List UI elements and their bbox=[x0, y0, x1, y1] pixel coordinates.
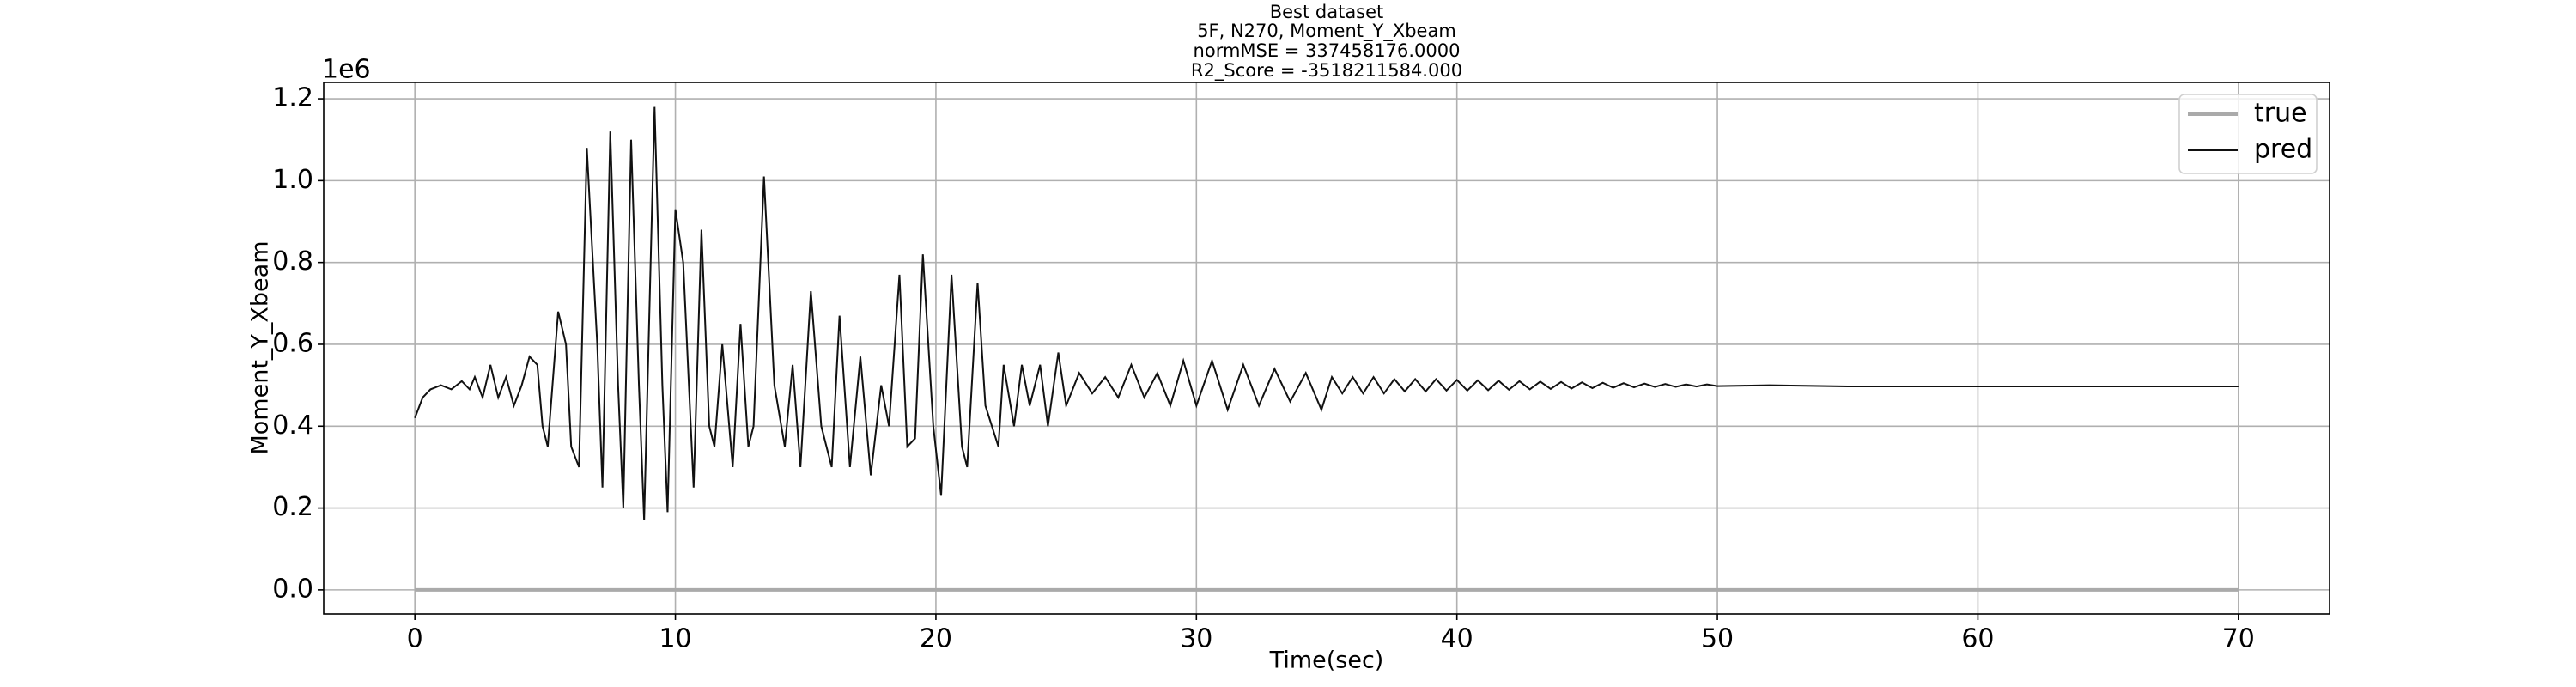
chart-title: Best dataset bbox=[1270, 2, 1384, 22]
x-tick-label: 40 bbox=[1441, 624, 1473, 654]
y-tick-label: 0.0 bbox=[272, 574, 313, 604]
y-tick-label: 0.2 bbox=[272, 492, 313, 522]
legend-label: true bbox=[2254, 99, 2307, 129]
x-tick-label: 50 bbox=[1701, 624, 1734, 654]
y-tick-label: 1.0 bbox=[272, 165, 313, 195]
x-axis-label: Time(sec) bbox=[1269, 647, 1384, 674]
axes-frame bbox=[323, 82, 2330, 615]
x-tick-label: 10 bbox=[659, 624, 691, 654]
y-tick-label: 0.8 bbox=[272, 246, 313, 277]
x-tick-label: 30 bbox=[1180, 624, 1212, 654]
legend-label: pred bbox=[2254, 135, 2312, 165]
chart-subtitle: normMSE = 337458176.0000 bbox=[1194, 40, 1461, 61]
x-tick-label: 70 bbox=[2222, 624, 2255, 654]
y-offset-label: 1e6 bbox=[322, 55, 371, 85]
y-tick-label: 0.4 bbox=[272, 410, 313, 441]
chart-subtitle: 5F, N270, Moment_Y_Xbeam bbox=[1197, 21, 1456, 42]
y-axis-label: Moment_Y_Xbeam bbox=[247, 240, 274, 454]
chart-subtitle: R2_Score = -3518211584.000 bbox=[1191, 60, 1462, 82]
y-tick-label: 0.6 bbox=[272, 328, 313, 358]
x-tick-label: 60 bbox=[1961, 624, 1994, 654]
x-tick-label: 0 bbox=[407, 624, 423, 654]
data-line bbox=[414, 106, 2239, 520]
y-tick-label: 1.2 bbox=[272, 83, 313, 113]
x-tick-label: 20 bbox=[920, 624, 952, 654]
